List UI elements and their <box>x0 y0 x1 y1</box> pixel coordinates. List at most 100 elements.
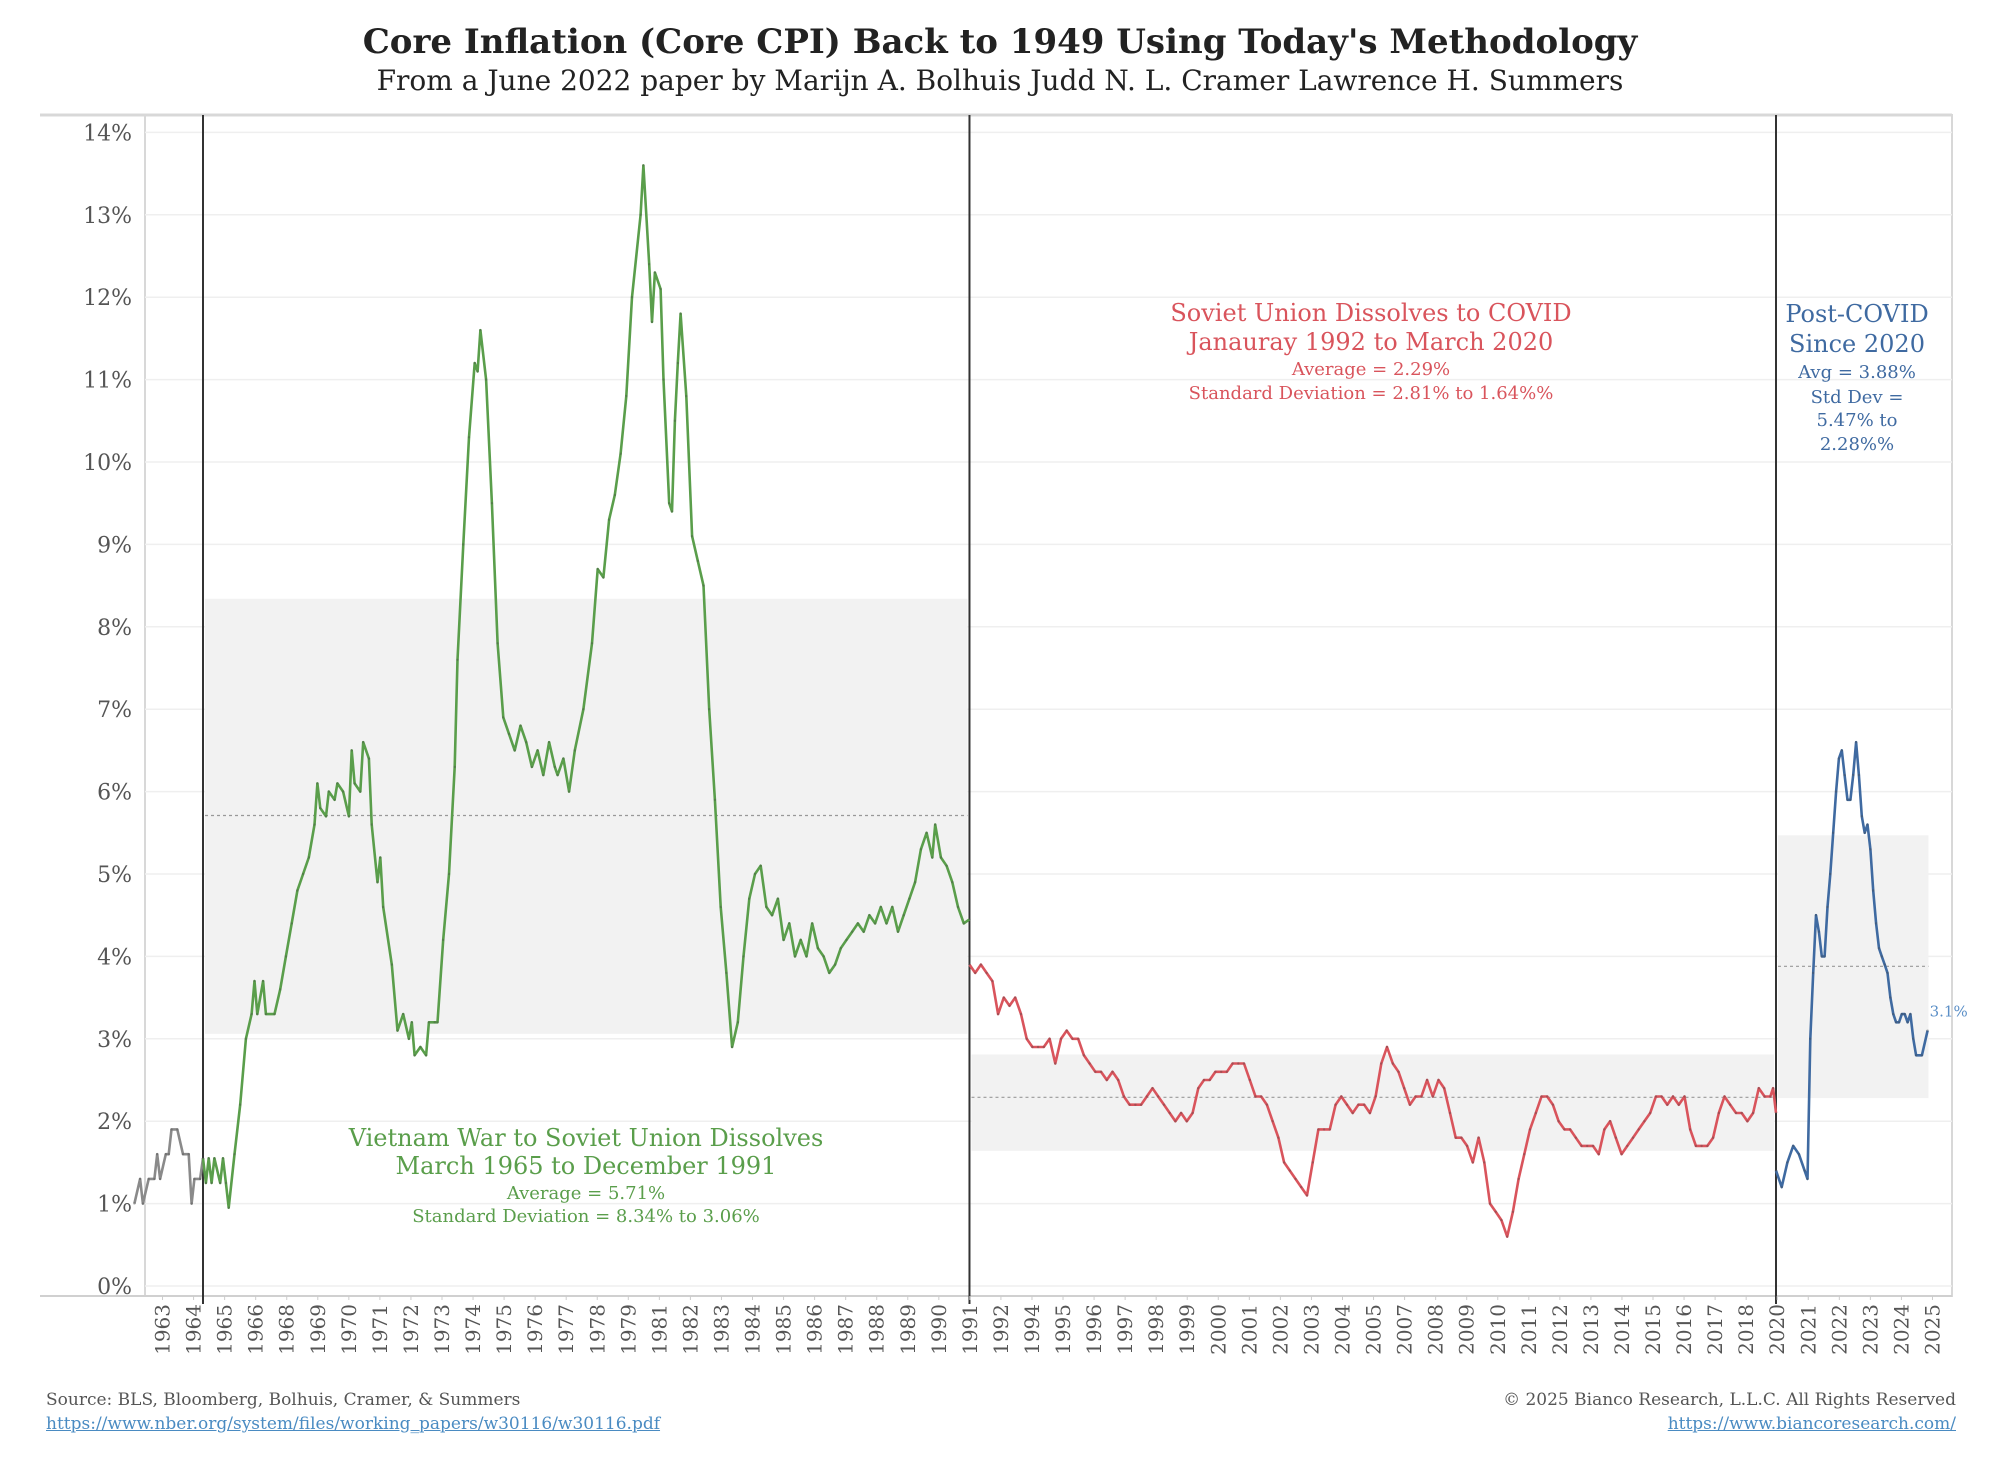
data-point <box>436 1021 439 1024</box>
data-point <box>1631 1136 1635 1139</box>
data-point <box>759 864 762 867</box>
data-point <box>1300 1185 1303 1189</box>
chart-subtitle: From a June 2022 paper by Marijn A. Bolh… <box>376 64 1624 97</box>
data-point <box>227 1206 230 1209</box>
data-point <box>788 922 791 925</box>
x-tick-label: 1977 <box>554 1304 578 1355</box>
data-point <box>1892 1012 1895 1016</box>
data-point <box>290 922 293 925</box>
data-point <box>513 749 516 752</box>
data-point <box>811 922 814 925</box>
x-tick-label: 1970 <box>337 1304 361 1355</box>
data-point <box>1817 930 1821 933</box>
data-point <box>1036 1045 1040 1049</box>
data-point <box>507 732 511 736</box>
data-point <box>473 361 476 365</box>
data-point <box>1812 971 1815 975</box>
y-tick-label: 1% <box>97 1193 132 1218</box>
data-point <box>1711 1136 1715 1139</box>
data-point <box>1351 1111 1354 1115</box>
data-point <box>1294 1177 1297 1181</box>
data-point <box>1574 1136 1578 1139</box>
data-point <box>1345 1103 1349 1106</box>
data-point <box>696 559 699 563</box>
data-point <box>770 914 774 917</box>
data-point <box>648 263 651 266</box>
data-point <box>367 757 371 760</box>
data-point <box>1145 1095 1149 1098</box>
data-point <box>1694 1144 1698 1148</box>
data-point <box>1420 1095 1423 1098</box>
x-tick-label: 1991 <box>958 1304 982 1355</box>
data-point <box>1774 1111 1778 1115</box>
data-point <box>419 1045 422 1049</box>
data-point <box>530 765 534 769</box>
data-point <box>279 988 282 991</box>
data-point <box>1568 1128 1572 1131</box>
data-point <box>1846 798 1849 801</box>
data-point <box>1660 1095 1663 1098</box>
data-point <box>453 765 456 769</box>
source-link[interactable]: https://www.nber.org/system/files/workin… <box>46 1414 661 1434</box>
data-point <box>1854 741 1858 744</box>
data-point <box>985 971 988 975</box>
x-tick-label: 2015 <box>1641 1304 1665 1355</box>
data-point <box>1288 1169 1292 1172</box>
data-point <box>382 905 385 909</box>
data-point <box>390 963 393 966</box>
x-tick-label: 1981 <box>647 1304 671 1355</box>
x-tick-label: 2014 <box>1610 1304 1634 1355</box>
covid-annotation-stddev-low: 2.28%% <box>1820 434 1894 455</box>
data-point <box>962 922 965 925</box>
data-point <box>347 815 351 818</box>
data-point <box>424 1054 428 1057</box>
data-point <box>519 724 522 727</box>
data-point <box>187 1153 190 1156</box>
data-point <box>670 510 674 513</box>
data-point <box>1823 955 1826 958</box>
x-tick-label: 2012 <box>1548 1304 1572 1355</box>
data-point <box>1734 1111 1738 1115</box>
x-tick-label: 1986 <box>803 1304 827 1355</box>
data-point <box>1237 1062 1240 1065</box>
data-point <box>868 914 871 917</box>
data-point <box>1826 905 1829 909</box>
data-point <box>301 872 305 876</box>
data-point <box>1540 1095 1543 1098</box>
data-point <box>1088 1062 1091 1065</box>
x-tick-label: 2017 <box>1703 1304 1727 1355</box>
data-point <box>902 914 905 917</box>
data-point <box>1242 1062 1246 1065</box>
data-point <box>945 864 948 867</box>
data-point <box>1717 1111 1721 1115</box>
data-point <box>833 963 837 966</box>
data-point <box>427 1021 431 1024</box>
data-point <box>256 1012 259 1016</box>
data-point <box>1843 773 1846 777</box>
data-point <box>1654 1095 1658 1098</box>
data-point <box>1139 1103 1143 1106</box>
data-point <box>1889 996 1892 999</box>
y-tick-label: 6% <box>97 781 132 806</box>
data-point <box>553 765 556 769</box>
data-point <box>979 963 983 966</box>
y-tick-label: 14% <box>83 121 132 146</box>
data-point <box>891 905 894 909</box>
footer-source: Source: BLS, Bloomberg, Bolhuis, Cramer,… <box>46 1388 660 1436</box>
vietnam-band <box>205 598 968 1034</box>
site-link[interactable]: https://www.biancoresearch.com/ <box>1667 1414 1956 1434</box>
data-point <box>653 271 657 274</box>
data-point <box>934 823 937 826</box>
y-tick-label: 10% <box>83 451 132 476</box>
data-point <box>991 979 994 983</box>
data-point <box>1094 1070 1097 1074</box>
x-tick-label: 1982 <box>678 1304 702 1355</box>
source-text: Source: BLS, Bloomberg, Bolhuis, Cramer,… <box>46 1390 521 1410</box>
data-point <box>1792 1144 1795 1148</box>
data-point <box>207 1157 210 1160</box>
data-point <box>353 782 356 785</box>
data-point <box>201 1157 205 1160</box>
data-point <box>1517 1177 1520 1181</box>
y-tick-label: 3% <box>97 1028 132 1053</box>
data-point <box>133 1202 136 1205</box>
